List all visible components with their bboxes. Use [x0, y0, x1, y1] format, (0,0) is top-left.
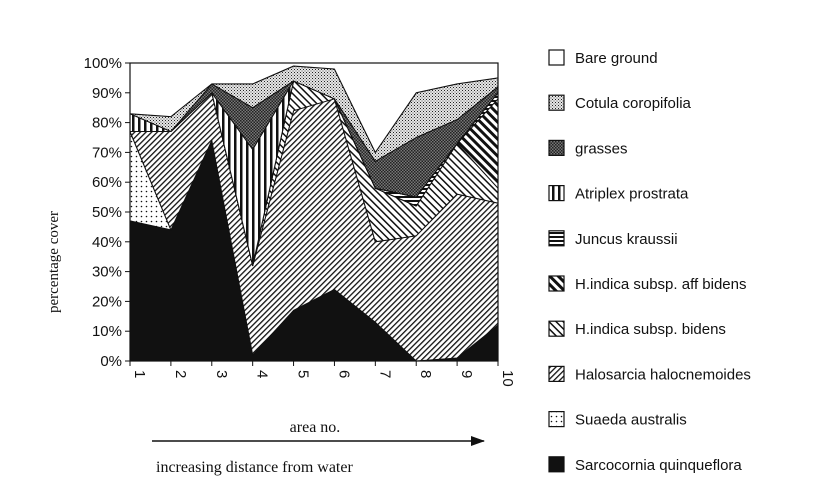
x-tick-label: 6	[335, 370, 352, 378]
x-tick-label: 9	[458, 370, 475, 378]
y-tick-label: 10%	[92, 323, 122, 340]
legend-label: H.indica subsp. bidens	[575, 321, 726, 338]
x-tick-label: 5	[295, 370, 312, 378]
legend-swatch	[548, 230, 565, 247]
y-tick-label: 20%	[92, 293, 122, 310]
legend-swatch	[548, 185, 565, 202]
y-tick-label: 50%	[92, 204, 122, 221]
y-tick-label: 70%	[92, 144, 122, 161]
y-axis: 0% 10% 20% 30% 40% 50% 60% 70% 80% 90% 100%	[84, 55, 130, 370]
legend-swatch	[548, 94, 565, 111]
y-tick-label: 100%	[84, 55, 122, 72]
x-tick-label: 10	[499, 370, 516, 387]
y-axis-label: percentage cover	[46, 211, 62, 313]
x-tick-label: 3	[213, 370, 230, 378]
legend-label: grasses	[575, 140, 628, 157]
direction-annotation: increasing distance from water	[156, 459, 353, 476]
y-tick-label: 40%	[92, 234, 122, 251]
legend-swatch	[548, 320, 565, 337]
legend-swatch	[548, 456, 565, 473]
x-tick-label: 1	[131, 370, 148, 378]
legend-label: Cotula coropifolia	[575, 95, 692, 112]
legend-label: Juncus kraussii	[575, 231, 678, 248]
y-tick-label: 30%	[92, 264, 122, 281]
legend-label: H.indica subsp. aff bidens	[575, 276, 747, 293]
x-tick-label: 4	[254, 370, 271, 378]
y-tick-label: 80%	[92, 115, 122, 132]
legend-swatch	[548, 49, 565, 66]
x-tick-label: 2	[172, 370, 189, 378]
legend-swatch	[548, 411, 565, 428]
x-axis: 1 2 3 4 5 6 7 8 9 10	[129, 361, 516, 387]
legend-label: Halosarcia halocnemoides	[575, 366, 751, 383]
x-axis-label: area no.	[290, 419, 341, 436]
legend-swatch	[548, 365, 565, 382]
y-tick-label: 90%	[92, 85, 122, 102]
legend-label: Atriplex prostrata	[575, 186, 689, 203]
legend-label: Suaeda australis	[575, 412, 687, 429]
y-tick-label: 60%	[92, 174, 122, 191]
y-tick-label: 0%	[100, 353, 122, 370]
legend-label: Sarcocornia quinqueflora	[575, 457, 742, 474]
area-series-group	[129, 62, 499, 362]
legend-label: Bare ground	[575, 50, 658, 67]
x-tick-label: 8	[417, 370, 434, 378]
legend: Bare ground Cotula coropifolia grasses Atri…	[548, 49, 751, 474]
legend-swatch	[548, 139, 565, 156]
x-tick-label: 7	[376, 370, 393, 378]
legend-swatch	[548, 275, 565, 292]
